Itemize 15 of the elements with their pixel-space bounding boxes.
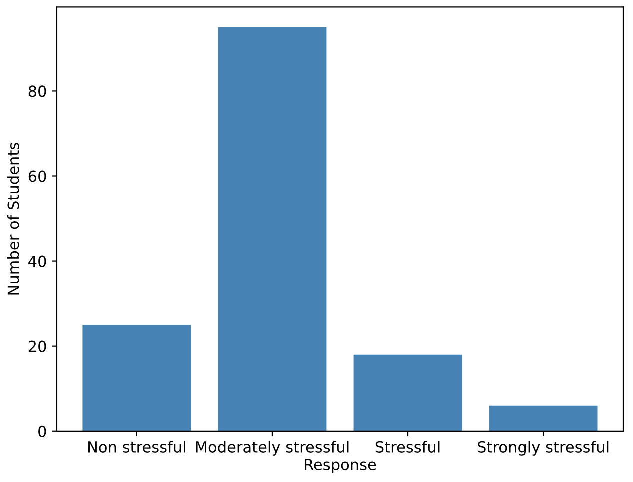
- y-axis-title: Number of Students: [7, 143, 20, 295]
- bar: [354, 354, 462, 432]
- y-tick-label: 80: [28, 86, 46, 98]
- bar: [218, 27, 327, 432]
- x-tick-label: Strongly stressful: [478, 441, 609, 456]
- bar: [82, 325, 192, 432]
- x-tick-label: Moderately stressful: [196, 441, 349, 456]
- y-tick-label: 20: [28, 340, 46, 352]
- y-tick-label: 60: [28, 170, 46, 182]
- y-tick-label: 0: [38, 426, 46, 438]
- x-tick-label: Stressful: [376, 441, 440, 453]
- x-axis-title: Response: [305, 459, 376, 474]
- x-tick-label: Non stressful: [88, 441, 186, 453]
- y-tick-label: 40: [28, 256, 46, 268]
- bar: [489, 406, 598, 432]
